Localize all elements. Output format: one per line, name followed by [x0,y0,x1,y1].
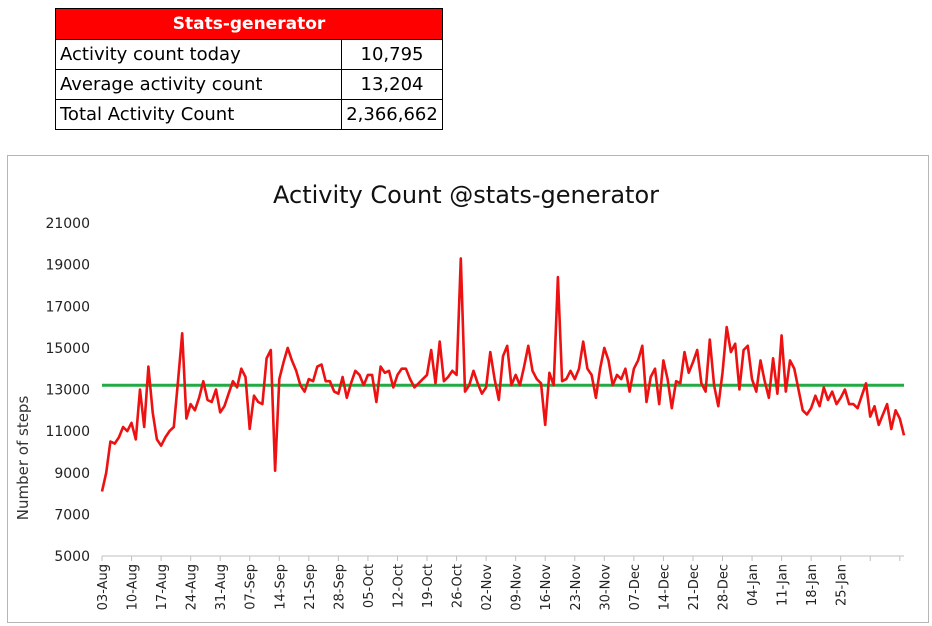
x-tick-label: 25-Jan [835,564,850,606]
stats-label-average: Average activity count [55,69,342,100]
activity-series-line [100,257,906,492]
stats-table: Stats-generator Activity count today 10,… [55,8,443,130]
x-tick-label: 05-Oct [362,564,377,608]
stats-value-today: 10,795 [341,39,443,70]
y-tick-label: 11000 [45,424,90,440]
x-tick-label: 07-Sep [244,564,259,610]
x-tick-label: 16-Nov [539,564,554,611]
stats-label-total: Total Activity Count [55,99,342,130]
x-tick-label: 14-Sep [273,564,288,610]
x-tick-label: 28-Sep [332,564,347,610]
stats-row: Average activity count 13,204 [55,69,443,100]
stats-header: Stats-generator [55,8,443,40]
y-axis: 5000 7000 9000 11000 13000 15000 17000 19000 210… [45,216,90,565]
x-tick-label: 21-Dec [687,564,702,610]
chart-area: Activity Count @stats-generator Number o… [7,155,929,623]
x-axis: 03-Aug 10-Aug 17-Aug 24-Aug 31-Aug 07-Sep 14-S… [96,555,904,611]
x-tick-label: 14-Dec [657,564,672,610]
x-tick-label: 30-Nov [598,564,613,611]
y-tick-label: 9000 [54,466,90,482]
x-tick-label: 18-Jan [805,564,820,606]
stats-label-today: Activity count today [55,39,342,70]
x-tick-label: 10-Aug [126,564,141,610]
x-tick-label: 11-Jan [776,564,791,606]
x-tick-label: 17-Aug [155,564,170,610]
y-tick-label: 15000 [45,341,90,357]
x-tick-label: 24-Aug [185,564,200,610]
x-tick-label: 28-Dec [716,564,731,610]
series-group [100,257,906,492]
x-tick-label: 12-Oct [391,564,406,608]
x-tick-label: 23-Nov [569,564,584,611]
y-tick-label: 17000 [45,299,90,315]
x-tick-label: 02-Nov [480,564,495,611]
stats-value-average: 13,204 [341,69,443,100]
x-tick-label: 21-Sep [303,564,318,610]
activity-chart: Activity Count @stats-generator Number o… [14,181,906,611]
y-axis-label: Number of steps [14,396,32,521]
x-tick-label: 31-Aug [214,564,229,610]
x-tick-label: 03-Aug [96,564,111,610]
y-tick-label: 7000 [54,507,90,523]
x-tick-label: 09-Nov [510,564,525,611]
x-tick-label: 07-Dec [628,564,643,610]
x-tick-label: 26-Oct [451,564,466,608]
y-tick-label: 5000 [54,549,90,565]
stats-row: Activity count today 10,795 [55,39,443,70]
chart-title: Activity Count @stats-generator [273,181,659,209]
x-tick-label: 04-Jan [746,564,761,606]
y-tick-label: 19000 [45,258,90,274]
stats-value-total: 2,366,662 [341,99,443,130]
x-tick-label: 19-Oct [421,564,436,608]
y-tick-label: 21000 [45,216,90,232]
y-tick-label: 13000 [45,383,90,399]
stats-row: Total Activity Count 2,366,662 [55,99,443,130]
